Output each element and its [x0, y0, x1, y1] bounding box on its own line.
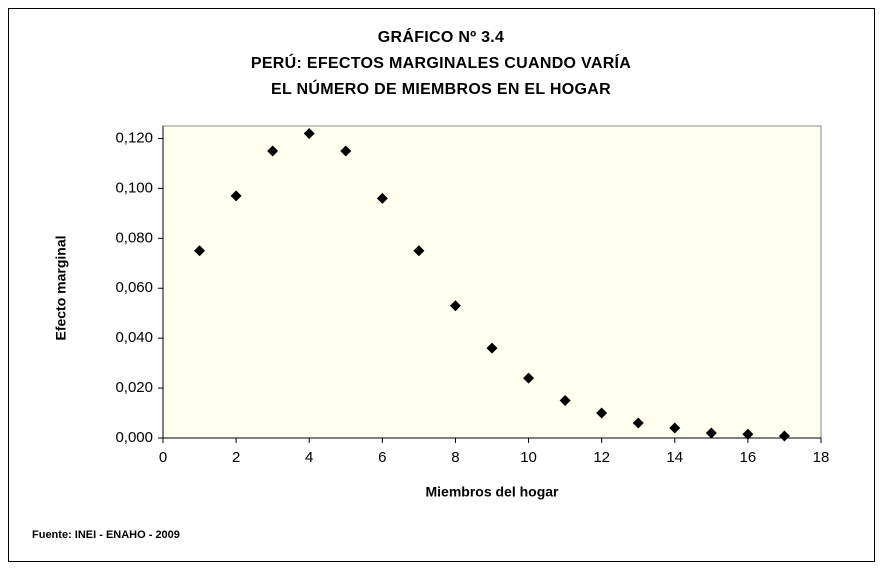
data-point: [705, 427, 717, 439]
data-point: [413, 245, 425, 257]
chart-title: GRÁFICO Nº 3.4: [378, 27, 505, 46]
x-tick-label: 4: [305, 449, 313, 466]
x-tick-label: 0: [159, 449, 167, 466]
data-point: [449, 300, 461, 312]
data-point: [340, 145, 352, 157]
x-tick-label: 10: [520, 449, 537, 466]
chart-title: PERÚ: EFECTOS MARGINALES CUANDO VARÍA: [251, 53, 631, 72]
plot-area: [162, 125, 822, 439]
x-axis-label: Miembros del hogar: [425, 484, 559, 500]
chart-title: EL NÚMERO DE MIEMBROS EN EL HOGAR: [271, 79, 611, 98]
data-point: [376, 192, 388, 204]
data-point: [230, 190, 242, 202]
data-point: [632, 417, 644, 429]
y-tick-label: 0,120: [115, 129, 153, 146]
y-tick-label: 0,000: [115, 429, 153, 446]
y-axis-label: Efecto marginal: [53, 235, 69, 340]
y-tick-label: 0,060: [115, 279, 153, 296]
data-point: [669, 422, 681, 434]
y-tick-label: 0,080: [115, 229, 153, 246]
data-point: [194, 245, 206, 257]
y-tick-label: 0,040: [115, 329, 153, 346]
data-point: [596, 407, 608, 419]
x-tick-label: 8: [451, 449, 459, 466]
x-tick-label: 16: [740, 449, 757, 466]
y-tick-label: 0,100: [115, 179, 153, 196]
x-tick-label: 12: [593, 449, 610, 466]
data-point: [523, 372, 535, 384]
y-tick-label: 0,020: [115, 379, 153, 396]
x-tick-label: 14: [666, 449, 683, 466]
data-point: [778, 430, 790, 442]
data-point: [303, 127, 315, 139]
source-note: Fuente: INEI - ENAHO - 2009: [32, 529, 180, 541]
data-point: [559, 395, 571, 407]
data-point: [742, 428, 754, 440]
x-tick-label: 18: [813, 449, 830, 466]
x-tick-label: 6: [378, 449, 386, 466]
data-point: [267, 145, 279, 157]
x-tick-label: 2: [232, 449, 240, 466]
data-point: [486, 342, 498, 354]
